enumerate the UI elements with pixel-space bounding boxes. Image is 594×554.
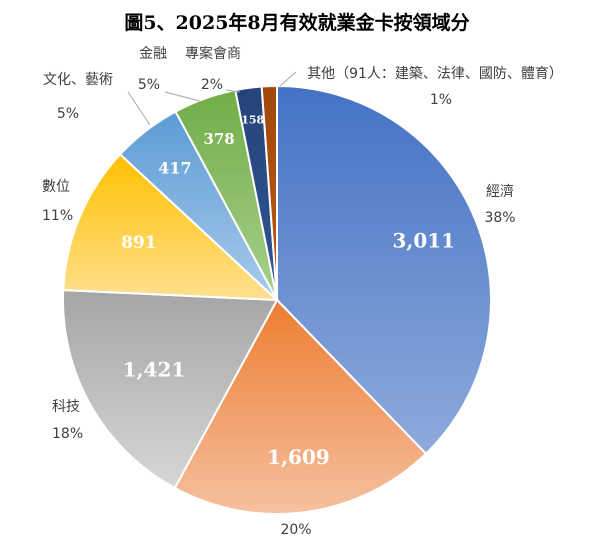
chart-title: 圖5、2025年8月有效就業金卡按領域分 [124, 12, 470, 34]
slice-percent-label: 38% [484, 210, 515, 226]
slice-value-label: 417 [158, 159, 191, 178]
pie-slice [260, 84, 278, 301]
pie-slice [62, 152, 280, 302]
slice-category-label: 其他（91人：建築、法律、國防、體育） [307, 66, 563, 82]
slice-percent-label: 11% [42, 208, 73, 224]
slice-category-label: 文化、藝術 [43, 72, 113, 88]
slice-percent-label: 5% [57, 106, 79, 122]
slice-value-label: 1,421 [123, 357, 186, 381]
slice-category-label: 數位 [42, 179, 70, 195]
slice-category-label: 專案會商 [185, 45, 241, 62]
slice-percent-label: 1% [430, 92, 452, 108]
slice-value-label: 158 [241, 114, 264, 127]
slice-category-label: 科技 [52, 399, 80, 415]
slice-category-label: 經濟 [486, 184, 514, 200]
slice-value-label: 1,609 [267, 445, 330, 469]
slice-percent-label: 5% [138, 77, 160, 93]
slice-percent-label: 20% [280, 522, 311, 538]
slice-value-label: 3,011 [392, 229, 455, 253]
slice-category-label: 金融 [139, 46, 167, 62]
pie-slice [173, 298, 428, 516]
leader-line [279, 71, 297, 87]
slice-percent-label: 2% [201, 77, 223, 93]
leader-line [127, 91, 151, 126]
leader-line [164, 91, 201, 102]
slice-value-label: 378 [203, 130, 234, 148]
pie-slice [276, 84, 492, 456]
leader-line [225, 89, 241, 93]
pie-slice [62, 289, 279, 490]
slice-value-label: 891 [121, 233, 157, 253]
slice-percent-label: 18% [52, 426, 83, 442]
